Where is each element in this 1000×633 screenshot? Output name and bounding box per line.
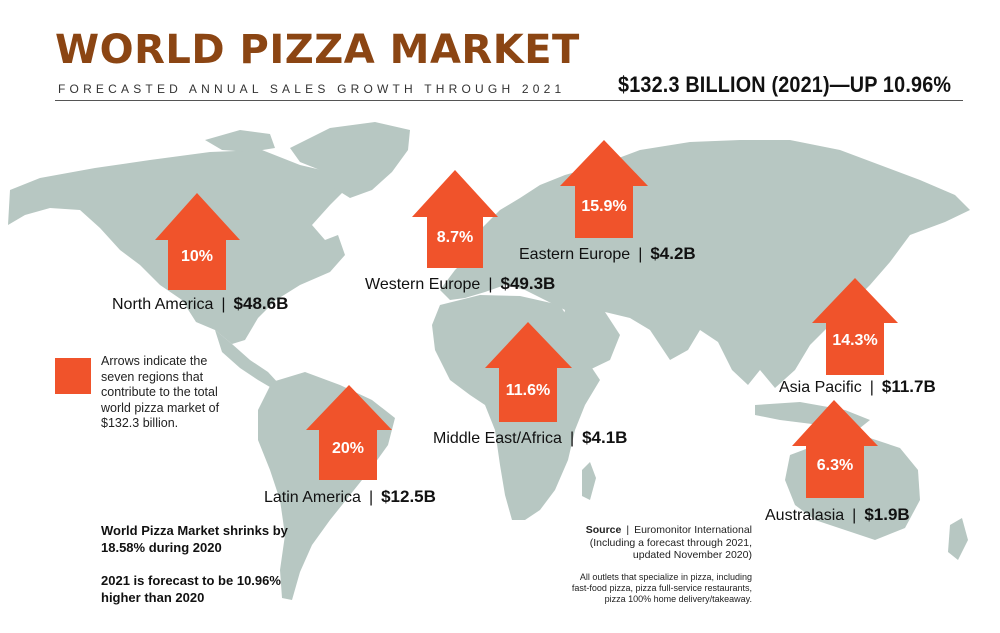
region-name: Western Europe [365, 276, 481, 293]
source-block: Source | Euromonitor International (Includ… [560, 524, 752, 605]
separator: | [852, 507, 857, 524]
page-title: WORLD PIZZA MARKET [55, 27, 580, 73]
growth-latin-america: 20% [331, 440, 365, 457]
arrow-latin-america [306, 385, 392, 480]
region-name: Australasia [765, 507, 845, 524]
region-name: Eastern Europe [519, 246, 631, 263]
region-value: $49.3B [500, 274, 556, 293]
legend-text: Arrows indicate the seven regions that c… [101, 354, 220, 430]
header-rule [55, 100, 963, 101]
growth-middle-east-africa: 11.6% [505, 382, 551, 399]
separator: | [638, 246, 643, 263]
note-2020: World Pizza Market shrinks by 18.58% dur… [101, 523, 288, 555]
eurasia-landmass [440, 140, 970, 388]
arrow-asia-pacific [812, 278, 898, 375]
region-name: Latin America [264, 489, 361, 506]
subtitle: FORECASTED ANNUAL SALES GROWTH THROUGH 2… [58, 82, 566, 96]
label-latin-america: Latin America | $12.5B [264, 487, 436, 507]
region-value: $48.6B [233, 294, 289, 313]
label-asia-pacific: Asia Pacific | $11.7B [779, 377, 936, 397]
madagascar-landmass [582, 462, 596, 500]
separator: | [368, 489, 374, 506]
label-north-america: North America | $48.6B [112, 294, 288, 314]
region-value: $11.7B [881, 377, 936, 396]
growth-north-america: 10% [180, 248, 214, 265]
region-name: Asia Pacific [779, 379, 862, 396]
greenland-landmass [290, 122, 410, 198]
arrow-western-europe [412, 170, 498, 268]
arrow-middle-east-africa [485, 322, 572, 422]
arrow-north-america [155, 193, 240, 290]
source-name: Euromonitor International [634, 524, 752, 536]
region-value: $1.9B [864, 505, 910, 524]
source-detail: (Including a forecast through 2021, upda… [589, 536, 752, 562]
notes: World Pizza Market shrinks by 18.58% dur… [101, 522, 301, 622]
separator: | [488, 276, 493, 293]
label-eastern-europe: Eastern Europe | $4.2B [519, 244, 696, 264]
region-value: $4.1B [582, 428, 628, 447]
central-america-landmass [215, 330, 280, 390]
growth-australasia: 6.3% [816, 457, 854, 474]
label-western-europe: Western Europe | $49.3B [365, 274, 555, 294]
arctic-islands-landmass [205, 130, 275, 152]
arrow-group [155, 140, 898, 498]
separator: | [221, 296, 226, 313]
separator: | [569, 430, 575, 447]
label-middle-east-africa: Middle East/Africa | $4.1B [433, 428, 627, 448]
region-value: $4.2B [650, 244, 696, 263]
source-fine-print: All outlets that specialize in pizza, in… [571, 571, 752, 604]
japan-landmass [862, 234, 880, 280]
growth-asia-pacific: 14.3% [832, 332, 878, 349]
growth-eastern-europe: 15.9% [581, 198, 627, 215]
region-name: Middle East/Africa [433, 430, 562, 447]
label-australasia: Australasia | $1.9B [765, 505, 910, 525]
note-2021: 2021 is forecast to be 10.96% higher tha… [101, 573, 281, 605]
new-zealand-landmass [948, 518, 968, 560]
source-label: Source [585, 524, 622, 536]
separator: | [626, 524, 630, 536]
total-market-headline: $132.3 BILLION (2021)—UP 10.96% [618, 72, 952, 97]
legend-swatch [55, 358, 91, 394]
separator: | [869, 379, 874, 396]
region-name: North America [112, 296, 214, 313]
arrow-australasia [792, 400, 878, 498]
arrow-eastern-europe [560, 140, 648, 238]
region-value: $12.5B [381, 487, 436, 506]
growth-western-europe: 8.7% [436, 229, 474, 246]
